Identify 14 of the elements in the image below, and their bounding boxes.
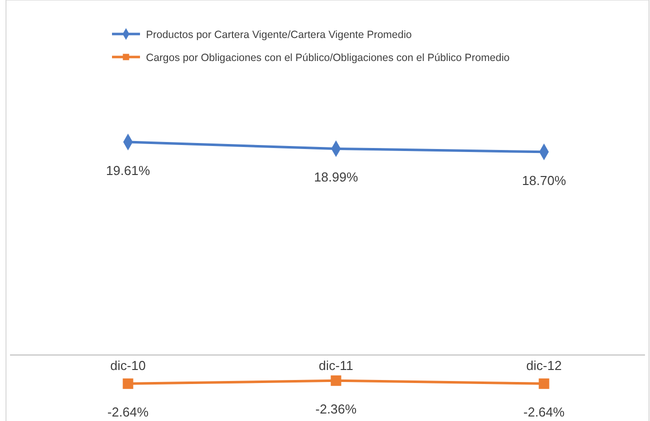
point	[122, 378, 134, 389]
x-tick-label: dic-10	[110, 358, 146, 373]
x-tick-label: dic-12	[526, 358, 562, 373]
x-tick-label: dic-11	[318, 358, 354, 373]
data-label: -2.64%	[107, 404, 150, 420]
data-label: -2.64%	[523, 404, 566, 420]
data-label: 19.61%	[106, 163, 150, 178]
data-label: 18.99%	[314, 170, 358, 185]
data-label: -2.36%	[315, 402, 358, 417]
point	[538, 378, 550, 389]
legend-label: Cargos por Obligaciones con el Público/Obligaciones con el Público Promedio	[146, 52, 510, 64]
point	[330, 375, 342, 386]
data-label: 18.70%	[522, 172, 566, 188]
legend-label: Productos por Cartera Vigente/Cartera Vigente Promedio	[146, 29, 412, 41]
